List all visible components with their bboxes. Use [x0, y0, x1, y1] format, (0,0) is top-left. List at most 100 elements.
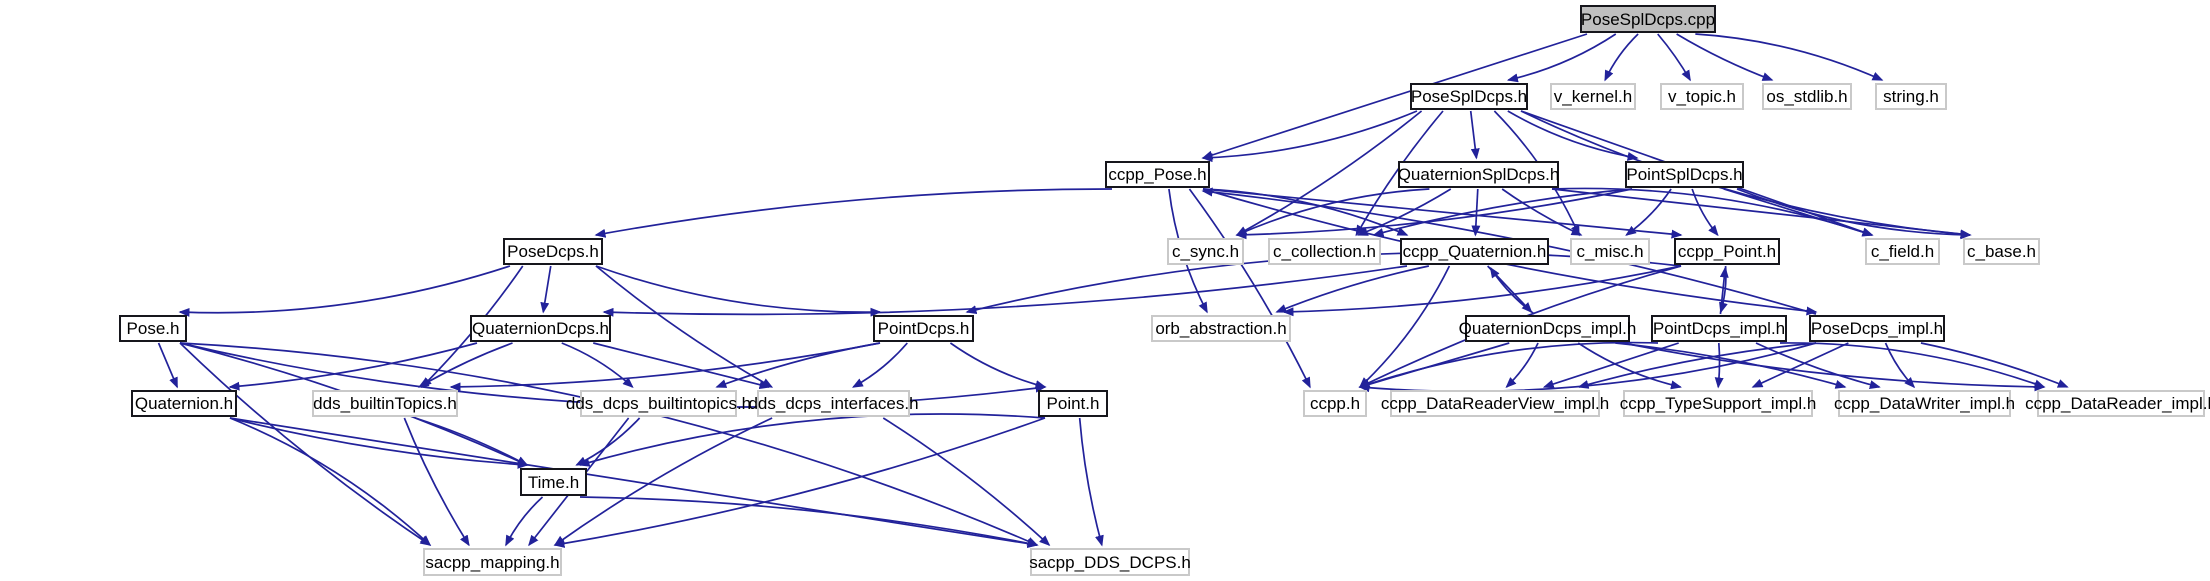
include-edge [595, 265, 774, 388]
include-edge [1884, 342, 1916, 389]
include-edge [1078, 417, 1104, 547]
include-edge [578, 413, 1046, 467]
graph-node-string-h: string.h [1875, 83, 1947, 110]
include-edge [1356, 188, 1452, 236]
graph-node-quaterniondcps-impl-h[interactable]: QuaternionDcps_impl.h [1459, 315, 1636, 342]
include-edge [1920, 342, 2069, 388]
graph-node-posespldcps-cpp[interactable]: PoseSplDcps.cpp [1580, 5, 1716, 33]
graph-node-dds-dcps-builtintopics-h: dds_dcps_builtintopics.h [566, 390, 751, 417]
graph-node-pointdcps-h[interactable]: PointDcps.h [873, 315, 974, 342]
include-edge [949, 342, 1047, 389]
graph-node-orb-abstraction-h: orb_abstraction.h [1151, 315, 1291, 342]
graph-node-c-sync-h: c_sync.h [1167, 238, 1244, 265]
include-edge [228, 342, 478, 391]
include-edge [179, 342, 432, 546]
include-edge [540, 265, 552, 314]
graph-node-quaterniondcps-h[interactable]: QuaternionDcps.h [470, 315, 611, 342]
include-edge [1695, 33, 1884, 81]
graph-node-ccpp-pose-h[interactable]: ccpp_Pose.h [1105, 161, 1210, 188]
graph-node-ccpp-point-h[interactable]: ccpp_Point.h [1674, 238, 1780, 265]
include-edge [1275, 265, 1430, 313]
include-edge [157, 342, 178, 389]
include-edge [1691, 188, 1719, 237]
include-edge [229, 417, 432, 547]
graph-node-pose-h[interactable]: Pose.h [119, 315, 187, 342]
include-edge [417, 342, 513, 388]
graph-node-v-topic-h: v_topic.h [1660, 83, 1744, 110]
graph-node-pointdcps-impl-h[interactable]: PointDcps_impl.h [1651, 315, 1787, 342]
graph-node-posedcps-impl-h[interactable]: PoseDcps_impl.h [1809, 315, 1945, 342]
include-edge [1542, 342, 1679, 389]
include-edge [1622, 342, 2046, 392]
graph-node-sacpp-dds-dcps-h: sacpp_DDS_DCPS.h [1029, 548, 1191, 576]
graph-node-ccpp-h: ccpp.h [1303, 390, 1367, 417]
graph-node-ccpp-datareaderview-impl-h: ccpp_DataReaderView_impl.h [1381, 390, 1609, 417]
include-edge [1372, 188, 1633, 237]
graph-node-ccpp-quaternion-h[interactable]: ccpp_Quaternion.h [1400, 238, 1549, 265]
include-edge [449, 342, 881, 392]
graph-node-c-collection-h: c_collection.h [1268, 238, 1381, 265]
graph-node-pointspldcps-h[interactable]: PointSplDcps.h [1625, 161, 1744, 188]
include-edge [1235, 188, 1430, 236]
include-edge [1751, 342, 1849, 388]
graph-node-quaternion-h[interactable]: Quaternion.h [131, 390, 237, 417]
graph-node-posespldcps-h[interactable]: PoseSplDcps.h [1410, 83, 1528, 110]
include-edge [1520, 110, 1972, 239]
include-edge [1202, 188, 1683, 239]
graph-node-v-kernel-h: v_kernel.h [1550, 83, 1636, 110]
include-edge [1471, 188, 1481, 237]
include-edge [579, 496, 1039, 548]
include-edge [594, 188, 1113, 238]
graph-node-posedcps-h[interactable]: PoseDcps.h [503, 238, 603, 265]
graph-node-ccpp-datareader-impl-h: ccpp_DataReader_impl.h [2025, 390, 2210, 417]
include-edge [1736, 188, 1972, 240]
include-edge [561, 342, 634, 389]
graph-node-point-h[interactable]: Point.h [1038, 390, 1108, 417]
include-edge [851, 342, 908, 388]
include-edge [595, 265, 882, 317]
include-edge [1723, 188, 1874, 237]
include-edge [229, 417, 1039, 548]
include-edge [553, 417, 1046, 548]
include-edge [1358, 265, 1451, 389]
graph-node-os-stdlib-h: os_stdlib.h [1762, 83, 1852, 110]
include-edge [1657, 33, 1691, 82]
include-edge [178, 265, 511, 317]
include-edge [1755, 342, 1881, 389]
include-edge [1201, 33, 1588, 160]
include-edge [1714, 342, 1724, 389]
include-edge [505, 496, 544, 547]
include-edge [1615, 342, 1847, 389]
graph-node-c-field-h: c_field.h [1865, 238, 1940, 265]
graph-node-ccpp-datawriter-impl-h: ccpp_DataWriter_impl.h [1834, 390, 2015, 417]
include-edge [403, 417, 470, 547]
graph-node-c-base-h: c_base.h [1963, 238, 2040, 265]
include-edge [1282, 265, 1682, 317]
include-edge [1506, 33, 1617, 83]
include-edge [593, 342, 771, 390]
include-edge [1501, 188, 1583, 236]
graph-node-dds-dcps-interfaces-h: dds_dcps_interfaces.h [748, 390, 919, 417]
include-edge [229, 417, 529, 469]
include-edge [882, 417, 1051, 547]
graph-node-time-h[interactable]: Time.h [520, 468, 587, 496]
graph-node-quaternionspldcps-h[interactable]: QuaternionSplDcps.h [1398, 161, 1559, 188]
include-edge [1719, 266, 1729, 315]
graph-node-c-misc-h: c_misc.h [1570, 238, 1650, 265]
include-edge [1358, 341, 1659, 389]
include-edge [1551, 188, 1972, 239]
include-edge [1201, 110, 1418, 163]
include-edge [1577, 342, 1817, 389]
graph-node-dds-builtintopics-h: dds_builtinTopics.h [312, 390, 458, 417]
include-edge [553, 417, 773, 546]
include-edge [415, 417, 529, 466]
graph-node-ccpp-typesupport-impl-h: ccpp_TypeSupport_impl.h [1620, 390, 1816, 417]
include-edge [1235, 110, 1423, 236]
include-edge [1676, 33, 1774, 81]
include-edge [1604, 33, 1639, 82]
include-edge [1577, 342, 1682, 390]
include-edge [1625, 188, 1672, 236]
include-edge [1235, 188, 1633, 240]
include-edge [1188, 188, 1311, 389]
